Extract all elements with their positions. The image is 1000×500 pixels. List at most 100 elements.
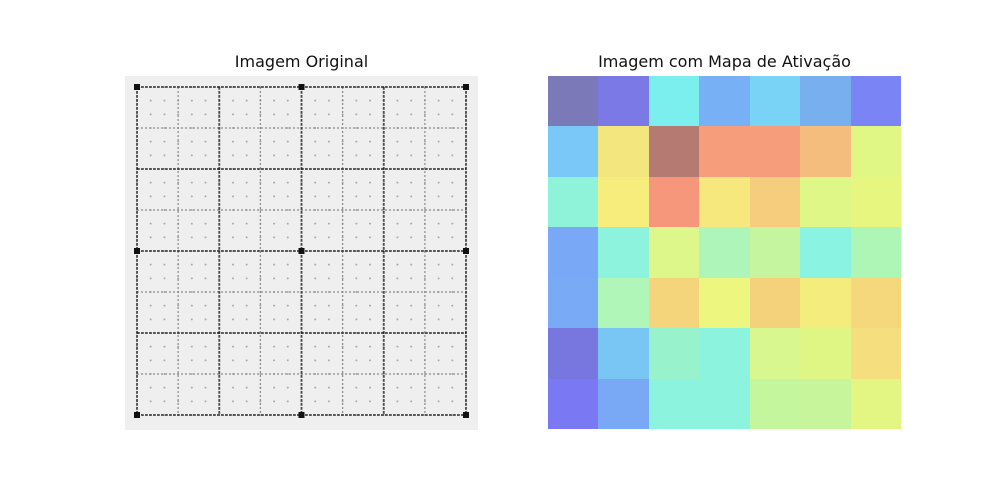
grid-dot [314, 99, 317, 102]
grid-dot [245, 263, 248, 266]
grid-dot [231, 236, 234, 239]
grid-dot [355, 140, 358, 143]
heatmap-cell [749, 277, 801, 329]
grid-dot [314, 140, 317, 143]
grid-dot [355, 400, 358, 403]
grid-dot [369, 140, 372, 143]
grid-node-marker [298, 412, 305, 418]
grid-dot [314, 181, 317, 184]
grid-dot [327, 263, 330, 266]
grid-dot [437, 181, 440, 184]
grid-dot [286, 99, 289, 102]
grid-node-marker [463, 248, 469, 254]
grid-dot [314, 222, 317, 225]
grid-dot [273, 359, 276, 362]
grid-dot [341, 113, 344, 116]
grid-node-marker [298, 248, 305, 254]
grid-dot [314, 386, 317, 389]
grid-node-marker [134, 84, 140, 90]
grid-dot [190, 400, 193, 403]
grid-dot [286, 113, 289, 116]
heatmap-cell [749, 176, 801, 228]
grid-dot [231, 181, 234, 184]
grid-dot [204, 222, 207, 225]
heatmap-cell [598, 277, 649, 329]
heatmap-cell [548, 76, 599, 127]
grid-dot [163, 373, 166, 375]
grid-dot [369, 386, 372, 389]
grid-dot [245, 236, 248, 239]
heatmap-cell [548, 227, 599, 278]
heatmap-cell [598, 378, 649, 429]
grid-dot [410, 345, 413, 348]
heatmap-cell [598, 328, 649, 379]
grid-dot [231, 263, 234, 266]
grid-dot [273, 236, 276, 239]
grid-dot [286, 345, 289, 348]
grid-dot [437, 386, 440, 389]
grid-dot [149, 99, 152, 102]
grid-dot [410, 359, 413, 362]
grid-dot [149, 154, 152, 157]
heatmap-cell [648, 328, 700, 379]
grid-dot [327, 400, 330, 403]
grid-node-marker [134, 412, 140, 418]
grid-dot [204, 345, 207, 348]
grid-dot [163, 400, 166, 403]
grid-dot [451, 373, 454, 375]
grid-dot [369, 195, 372, 198]
grid-dot [369, 345, 372, 348]
grid-dot [190, 277, 193, 280]
grid-dot [410, 400, 413, 403]
grid-dot [286, 359, 289, 362]
grid-dot [149, 318, 152, 321]
grid-dot [327, 277, 330, 280]
grid-dot [327, 359, 330, 362]
grid-dot [231, 99, 234, 102]
heatmap-cell [699, 328, 750, 379]
original-image-title: Imagem Original [234, 52, 369, 71]
grid-dot [273, 154, 276, 157]
grid-dot [245, 140, 248, 143]
grid-dot [369, 154, 372, 157]
grid-dot [451, 209, 454, 211]
grid-dot [204, 359, 207, 362]
grid-dot [190, 304, 193, 307]
grid-dot [163, 113, 166, 116]
grid-dot [437, 195, 440, 198]
grid-dot [286, 181, 289, 184]
grid-dot [273, 400, 276, 403]
grid-dot [204, 181, 207, 184]
grid-dot [163, 195, 166, 198]
heatmap-cell [648, 126, 700, 177]
grid-dot [369, 318, 372, 321]
grid-dot [163, 318, 166, 321]
grid-dot [204, 277, 207, 280]
grid-dot [423, 277, 426, 280]
grid-dot [327, 318, 330, 321]
grid-dot [286, 263, 289, 266]
grid-dot [149, 304, 152, 307]
heatmap-cell [800, 76, 851, 127]
grid-dot [314, 195, 317, 198]
grid-dot [451, 263, 454, 266]
grid-dot [327, 236, 330, 239]
grid-dot [149, 140, 152, 143]
grid-dot [245, 99, 248, 102]
grid-dot [355, 236, 358, 239]
heatmap-cell [699, 126, 750, 177]
grid-dot [177, 304, 180, 307]
grid-dot [149, 181, 152, 184]
grid-dot [369, 263, 372, 266]
grid-dot [437, 304, 440, 307]
grid-dot [327, 140, 330, 143]
grid-dot [163, 154, 166, 157]
grid-dot [327, 99, 330, 102]
grid-dot [286, 304, 289, 307]
grid-dot [369, 277, 372, 280]
grid-dot [204, 400, 207, 403]
grid-dot [231, 277, 234, 280]
grid-dot [163, 140, 166, 143]
grid-dot [355, 127, 358, 129]
grid-dot [396, 140, 399, 143]
